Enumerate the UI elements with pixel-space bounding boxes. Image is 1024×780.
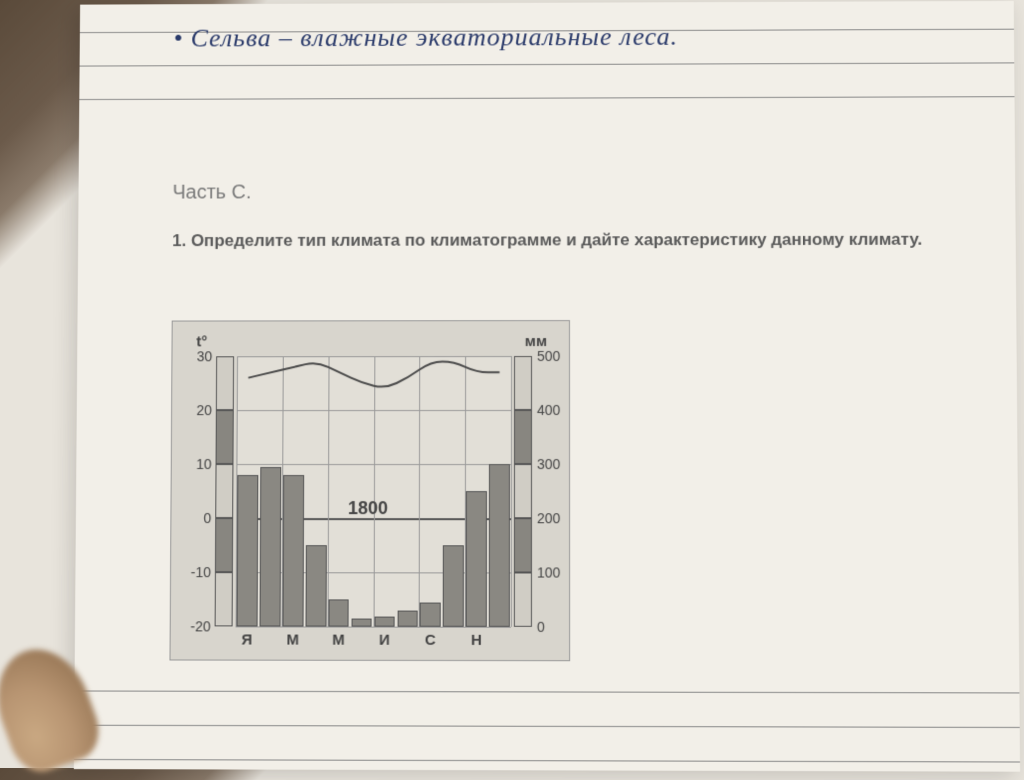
left-scale-bar	[215, 356, 234, 626]
rule-line	[74, 725, 1019, 728]
left-tick-label: 30	[176, 348, 212, 364]
scale-seg	[215, 572, 233, 626]
section-title: Часть С.	[172, 182, 251, 205]
left-tick-label: 20	[176, 402, 212, 418]
left-tick-label: -20	[175, 618, 211, 634]
question-text: 1. Определите тип климата по климатограм…	[172, 230, 990, 251]
temperature-curve	[248, 361, 499, 386]
rule-line	[80, 62, 1015, 66]
scale-seg	[514, 518, 532, 572]
scale-seg	[216, 356, 234, 410]
scale-seg	[514, 464, 532, 518]
right-scale-bar	[514, 356, 532, 627]
worksheet-paper: • Сельва – влажные экваториальные леса. …	[74, 1, 1020, 772]
rule-line	[74, 759, 1020, 763]
plot-area: 1800	[236, 356, 511, 627]
temp-line-svg	[236, 356, 511, 627]
scale-seg	[216, 410, 234, 464]
right-tick-label: 0	[537, 619, 545, 635]
left-tick-label: 10	[176, 456, 212, 472]
month-label: Н	[465, 632, 488, 649]
right-tick-label: 200	[537, 510, 560, 526]
scale-seg	[514, 356, 532, 410]
gridline-v	[511, 356, 512, 627]
month-label: С	[419, 632, 442, 649]
right-tick-label: 300	[537, 456, 560, 472]
month-label: М	[327, 632, 350, 649]
rule-line	[79, 96, 1014, 100]
scale-seg	[514, 410, 532, 464]
left-tick-label: -10	[175, 564, 211, 580]
rule-line	[74, 690, 1019, 693]
month-label: Я	[235, 631, 258, 648]
handwritten-note: • Сельва – влажные экваториальные леса.	[173, 22, 678, 53]
left-tick-label: 0	[175, 510, 211, 526]
scale-seg	[215, 518, 233, 572]
right-tick-label: 500	[537, 348, 560, 364]
month-label: И	[373, 632, 396, 649]
scale-seg	[514, 572, 532, 626]
climatogram-chart: t° мм 1800	[169, 320, 570, 661]
scale-seg	[215, 464, 233, 518]
right-tick-label: 100	[537, 564, 560, 580]
right-tick-label: 400	[537, 402, 560, 418]
month-label: М	[281, 632, 304, 649]
